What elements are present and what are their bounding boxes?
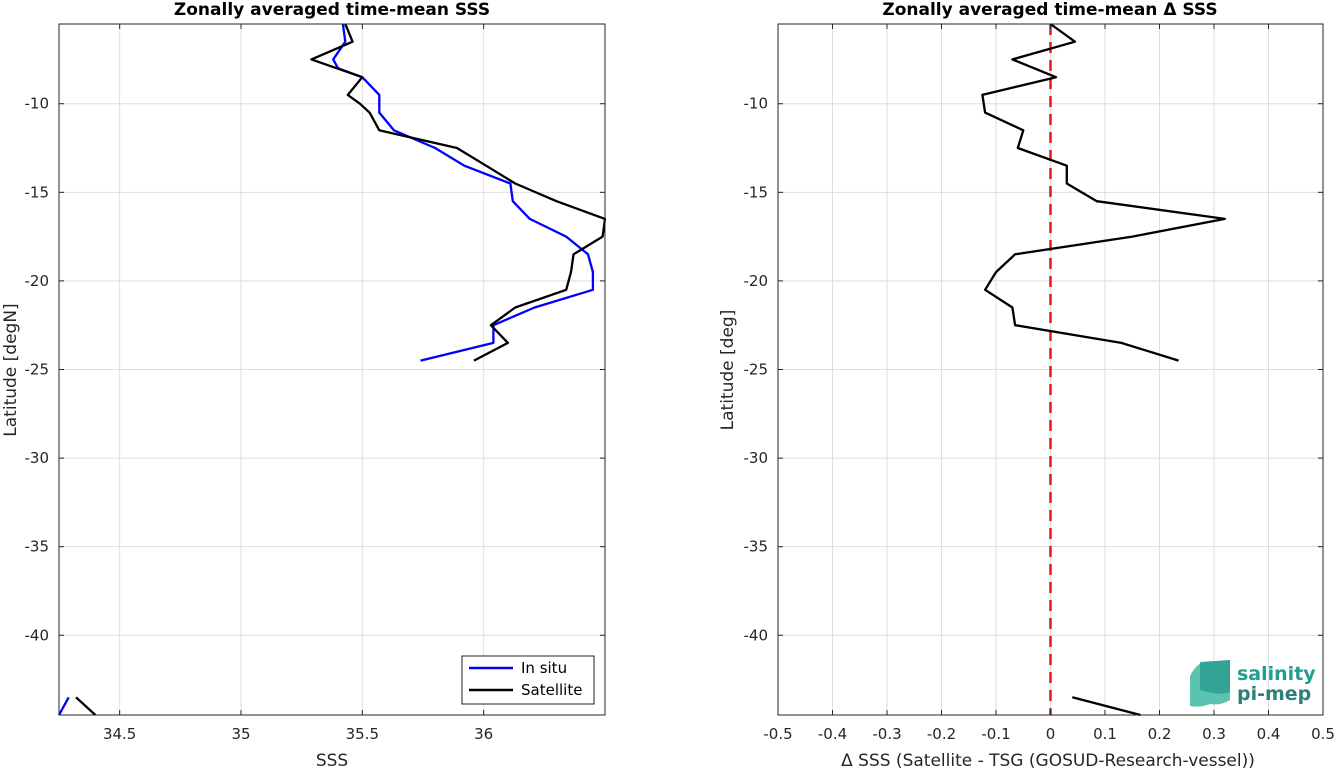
left-satellite-line-segment-1 xyxy=(310,23,607,362)
right-delta-sss-series-line-segment-2 xyxy=(1072,696,1141,717)
logo-wave-shape-2 xyxy=(1200,660,1230,694)
left-chart-title: Zonally averaged time-mean SSS xyxy=(174,0,490,20)
left-y-tick-label: -10 xyxy=(25,95,50,113)
right-y-tick-label: -40 xyxy=(744,626,769,644)
left-y-tick-label: -15 xyxy=(25,183,50,201)
right-y-axis-label: Latitude [deg] xyxy=(718,310,738,431)
right-ticks: -0.5 -0.4 -0.3 -0.2 -0.1 0 0.1 0.2 0.3 0.4 0.5 -10 -… xyxy=(744,24,1335,743)
salinity-pi-mep-logo: salinity pi-mep xyxy=(1190,660,1316,707)
left-x-tick-label: 35 xyxy=(231,725,250,743)
right-x-tick-label: 0 xyxy=(1046,725,1056,743)
left-x-tick-label: 36 xyxy=(474,725,493,743)
right-x-tick-label: -0.5 xyxy=(763,725,792,743)
right-series xyxy=(981,23,1227,717)
right-chart-panel: Zonally averaged time-mean Δ SSS -0.5 -0.… xyxy=(718,0,1335,769)
left-y-tick-label: -35 xyxy=(25,538,50,556)
legend: In situ Satellite xyxy=(461,655,595,705)
right-x-tick-label: -0.4 xyxy=(818,725,847,743)
right-y-tick-label: -25 xyxy=(744,361,769,379)
left-x-tick-label: 34.5 xyxy=(103,725,136,743)
right-y-tick-label: -15 xyxy=(744,183,769,201)
left-grid xyxy=(59,24,605,715)
right-x-axis-label: Δ SSS (Satellite - TSG (GOSUD-Research-v… xyxy=(841,751,1255,769)
left-in-situ-line-segment-2 xyxy=(57,696,70,716)
left-ticks: 34.5 35 35.5 36 -10 -15 -20 -25 -30 -35 -40 xyxy=(25,24,605,743)
right-y-tick-label: -30 xyxy=(744,449,769,467)
logo-text-salinity: salinity xyxy=(1237,663,1316,685)
left-y-tick-label: -25 xyxy=(25,361,50,379)
legend-box xyxy=(461,655,595,705)
left-series xyxy=(57,23,607,716)
legend-label-satellite: Satellite xyxy=(521,681,582,699)
left-y-tick-label: -40 xyxy=(25,626,50,644)
right-x-tick-label: -0.2 xyxy=(927,725,956,743)
right-x-tick-label: 0.2 xyxy=(1148,725,1172,743)
left-x-axis-label: SSS xyxy=(316,751,348,769)
left-y-axis-label: Latitude [degN] xyxy=(1,303,21,436)
right-x-tick-label: 0.4 xyxy=(1257,725,1281,743)
right-x-tick-label: 0.1 xyxy=(1093,725,1117,743)
right-x-tick-label: 0.3 xyxy=(1202,725,1226,743)
right-y-tick-label: -35 xyxy=(744,538,769,556)
left-x-tick-label: 35.5 xyxy=(346,725,379,743)
right-chart-title: Zonally averaged time-mean Δ SSS xyxy=(882,0,1217,20)
left-y-tick-label: -20 xyxy=(25,272,50,290)
legend-label-in-situ: In situ xyxy=(521,659,567,677)
right-delta-sss-series-line-segment-1 xyxy=(981,23,1227,362)
left-y-tick-label: -30 xyxy=(25,449,50,467)
right-x-tick-label: -0.3 xyxy=(872,725,901,743)
right-y-tick-label: -10 xyxy=(744,95,769,113)
right-x-tick-label: 0.5 xyxy=(1311,725,1335,743)
right-y-tick-label: -20 xyxy=(744,272,769,290)
left-chart-panel: Zonally averaged time-mean SSS 34.5 35 35.… xyxy=(1,0,607,769)
left-satellite-line-segment-2 xyxy=(75,696,97,716)
right-x-tick-label: -0.1 xyxy=(981,725,1010,743)
logo-text-pi-mep: pi-mep xyxy=(1237,683,1311,705)
